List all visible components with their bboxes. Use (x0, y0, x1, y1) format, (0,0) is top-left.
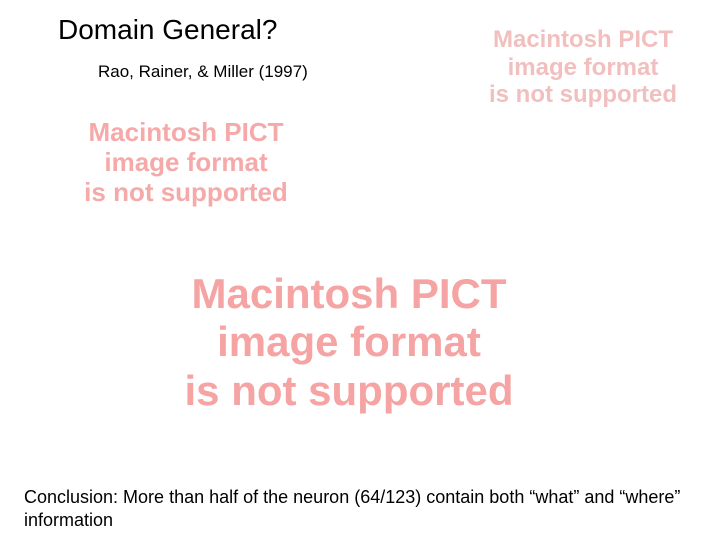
pict-placeholder-1: Macintosh PICT image format is not suppo… (56, 118, 316, 208)
pict-line: image format (84, 318, 614, 366)
pict-placeholder-3: Macintosh PICT image format is not suppo… (84, 270, 614, 415)
pict-line: Macintosh PICT (56, 118, 316, 148)
slide-citation: Rao, Rainer, & Miller (1997) (98, 62, 308, 82)
pict-line: is not supported (458, 81, 708, 109)
pict-line: is not supported (84, 367, 614, 415)
slide-container: Domain General? Rao, Rainer, & Miller (1… (0, 0, 720, 540)
pict-line: image format (458, 54, 708, 82)
pict-line: Macintosh PICT (84, 270, 614, 318)
pict-placeholder-2: Macintosh PICT image format is not suppo… (458, 26, 708, 109)
pict-line: Macintosh PICT (458, 26, 708, 54)
slide-title: Domain General? (58, 14, 277, 46)
slide-conclusion: Conclusion: More than half of the neuron… (24, 486, 696, 531)
pict-line: is not supported (56, 178, 316, 208)
pict-line: image format (56, 148, 316, 178)
